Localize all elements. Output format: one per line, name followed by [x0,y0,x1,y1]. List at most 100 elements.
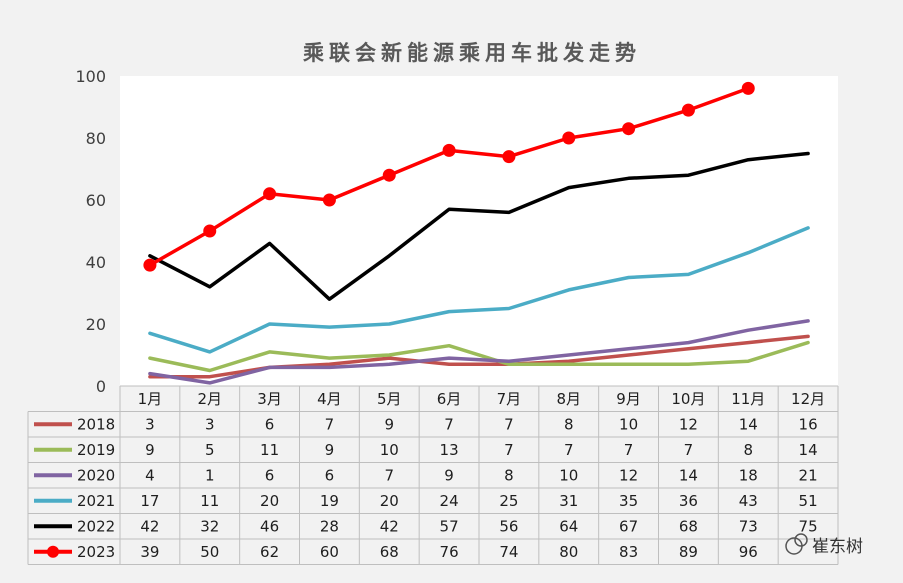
table-cell-2019: 11 [260,441,279,459]
table-cell-2018: 10 [619,415,638,433]
table-cell-2019: 8 [743,441,753,459]
table-cell-2018: 3 [205,415,215,433]
table-cell-2020: 8 [504,466,514,484]
table-cell-2020: 4 [145,466,155,484]
table-cell-2022: 73 [739,517,758,535]
table-cell-2022: 67 [619,517,638,535]
table-cell-2023: 39 [140,543,159,561]
data-point-2023 [681,103,695,117]
legend-label-2018: 2018 [77,415,115,433]
table-cell-2021: 35 [619,492,638,510]
table-cell-2022: 46 [260,517,279,535]
table-cell-2022: 64 [559,517,578,535]
x-category-label: 7月 [497,390,522,408]
watermark: 崔东树 [785,533,863,557]
table-cell-2022: 42 [380,517,399,535]
table-cell-2023: 68 [380,543,399,561]
table-cell-2019: 7 [684,441,694,459]
y-tick-label: 60 [86,191,106,210]
table-cell-2018: 16 [799,415,818,433]
y-tick-label: 100 [75,67,106,86]
table-cell-2021: 36 [679,492,698,510]
table-cell-2022: 56 [499,517,518,535]
x-category-label: 3月 [257,390,282,408]
x-category-label: 6月 [437,390,462,408]
series-line-2022 [148,151,810,301]
data-point-2023 [263,187,277,201]
x-category-label: 12月 [791,390,825,408]
table-cell-2022: 68 [679,517,698,535]
table-cell-2021: 11 [200,492,219,510]
y-tick-label: 20 [86,315,106,334]
legend-label-2020: 2020 [77,466,115,484]
table-cell-2018: 9 [384,415,394,433]
table-cell-2019: 7 [564,441,574,459]
legend-label-2021: 2021 [77,492,115,510]
table-cell-2020: 6 [325,466,335,484]
table-cell-2022: 75 [799,517,818,535]
table-cell-2021: 25 [499,492,518,510]
x-category-label: 10月 [671,390,705,408]
table-cell-2020: 10 [559,466,578,484]
data-point-2023 [382,168,396,182]
legend-label-2022: 2022 [77,517,115,535]
legend-label-2019: 2019 [77,441,115,459]
table-cell-2019: 7 [624,441,634,459]
data-point-2023 [442,143,456,157]
legend-label-2023: 2023 [77,543,115,561]
table-cell-2022: 28 [320,517,339,535]
table-cell-2021: 51 [799,492,818,510]
table-cell-2018: 7 [325,415,335,433]
table-cell-2018: 7 [444,415,454,433]
plot-area [120,76,838,386]
table-cell-2023: 74 [499,543,518,561]
y-tick-label: 80 [86,129,106,148]
table-cell-2019: 10 [380,441,399,459]
table-cell-2021: 19 [320,492,339,510]
table-cell-2021: 24 [440,492,459,510]
table-cell-2020: 18 [739,466,758,484]
table-cell-2020: 6 [265,466,275,484]
table-cell-2019: 5 [205,441,215,459]
table-cell-2020: 9 [444,466,454,484]
table-cell-2020: 12 [619,466,638,484]
table-cell-2018: 6 [265,415,275,433]
data-point-2023 [502,150,516,164]
series-line-2021 [148,226,810,354]
x-category-label: 9月 [616,390,641,408]
table-cell-2023: 96 [739,543,758,561]
table-cell-2023: 60 [320,543,339,561]
data-point-2023 [143,258,157,272]
x-category-label: 11月 [731,390,765,408]
data-point-2023 [203,224,217,238]
table-cell-2018: 14 [739,415,758,433]
table-cell-2019: 7 [504,441,514,459]
table-cell-2019: 13 [440,441,459,459]
table-cell-2021: 17 [140,492,159,510]
x-category-label: 2月 [197,390,222,408]
data-point-2023 [322,193,336,207]
y-tick-label: 0 [96,377,106,396]
x-category-label: 4月 [317,390,342,408]
data-point-2023 [741,81,755,95]
table-cell-2021: 31 [559,492,578,510]
legend-marker-2023 [47,545,59,558]
table-cell-2019: 14 [799,441,818,459]
table-cell-2023: 50 [200,543,219,561]
chart-title: 乘联会新能源乘用车批发走势 [302,41,641,65]
table-cell-2022: 42 [140,517,159,535]
table-cell-2023: 76 [440,543,459,561]
series-line-2019 [148,340,810,373]
table-cell-2022: 32 [200,517,219,535]
x-category-label: 8月 [556,390,581,408]
table-cell-2020: 14 [679,466,698,484]
y-tick-label: 40 [86,253,106,272]
table-cell-2021: 20 [260,492,279,510]
table-cell-2020: 21 [799,466,818,484]
data-point-2023 [562,131,576,145]
table-cell-2018: 3 [145,415,155,433]
table-cell-2019: 9 [145,441,155,459]
table-cell-2021: 20 [380,492,399,510]
